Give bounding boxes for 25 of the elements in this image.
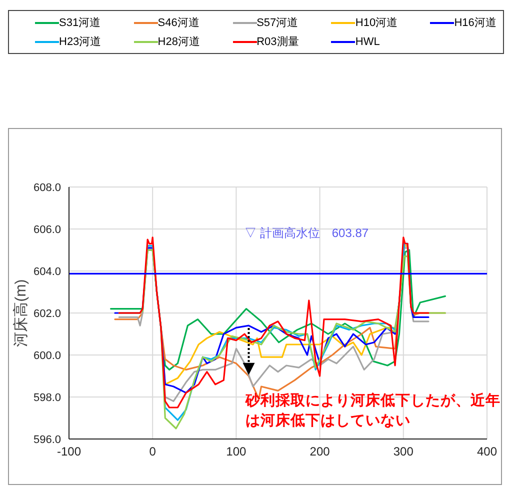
y-tick-label: 602.0 bbox=[33, 308, 61, 320]
legend-label: H10河道 bbox=[355, 16, 398, 30]
annotation: 砂利採取により河床低下したが、近年は河床低下はしていない bbox=[246, 392, 502, 431]
legend-label: R03測量 bbox=[256, 35, 299, 49]
y-tick-label: 606.0 bbox=[33, 224, 61, 236]
x-tick-label: 100 bbox=[226, 444, 247, 459]
y-tick-label: 598.0 bbox=[33, 392, 61, 404]
legend-label: S46河道 bbox=[158, 16, 200, 30]
y-axis-title: 河床高(m) bbox=[12, 279, 30, 347]
annotation: ▽ 計画高水位 603.87 bbox=[244, 226, 369, 240]
x-tick-label: 400 bbox=[476, 444, 498, 459]
y-tick-label: 596.0 bbox=[33, 434, 61, 446]
x-tick-label: 300 bbox=[393, 444, 414, 459]
legend-label: H28河道 bbox=[158, 35, 200, 49]
x-tick-label: -100 bbox=[56, 444, 82, 459]
legend-label: H23河道 bbox=[59, 35, 102, 49]
y-tick-label: 600.0 bbox=[33, 350, 61, 362]
y-tick-label: 608.0 bbox=[33, 182, 61, 194]
legend-label: H16河道 bbox=[454, 16, 496, 30]
legend-label: S57河道 bbox=[256, 16, 298, 30]
x-tick-label: 200 bbox=[310, 444, 330, 459]
legend-label: HWL bbox=[355, 36, 380, 48]
legend-label: S31河道 bbox=[59, 16, 101, 30]
x-tick-label: 0 bbox=[149, 444, 156, 459]
y-tick-label: 604.0 bbox=[33, 266, 61, 278]
